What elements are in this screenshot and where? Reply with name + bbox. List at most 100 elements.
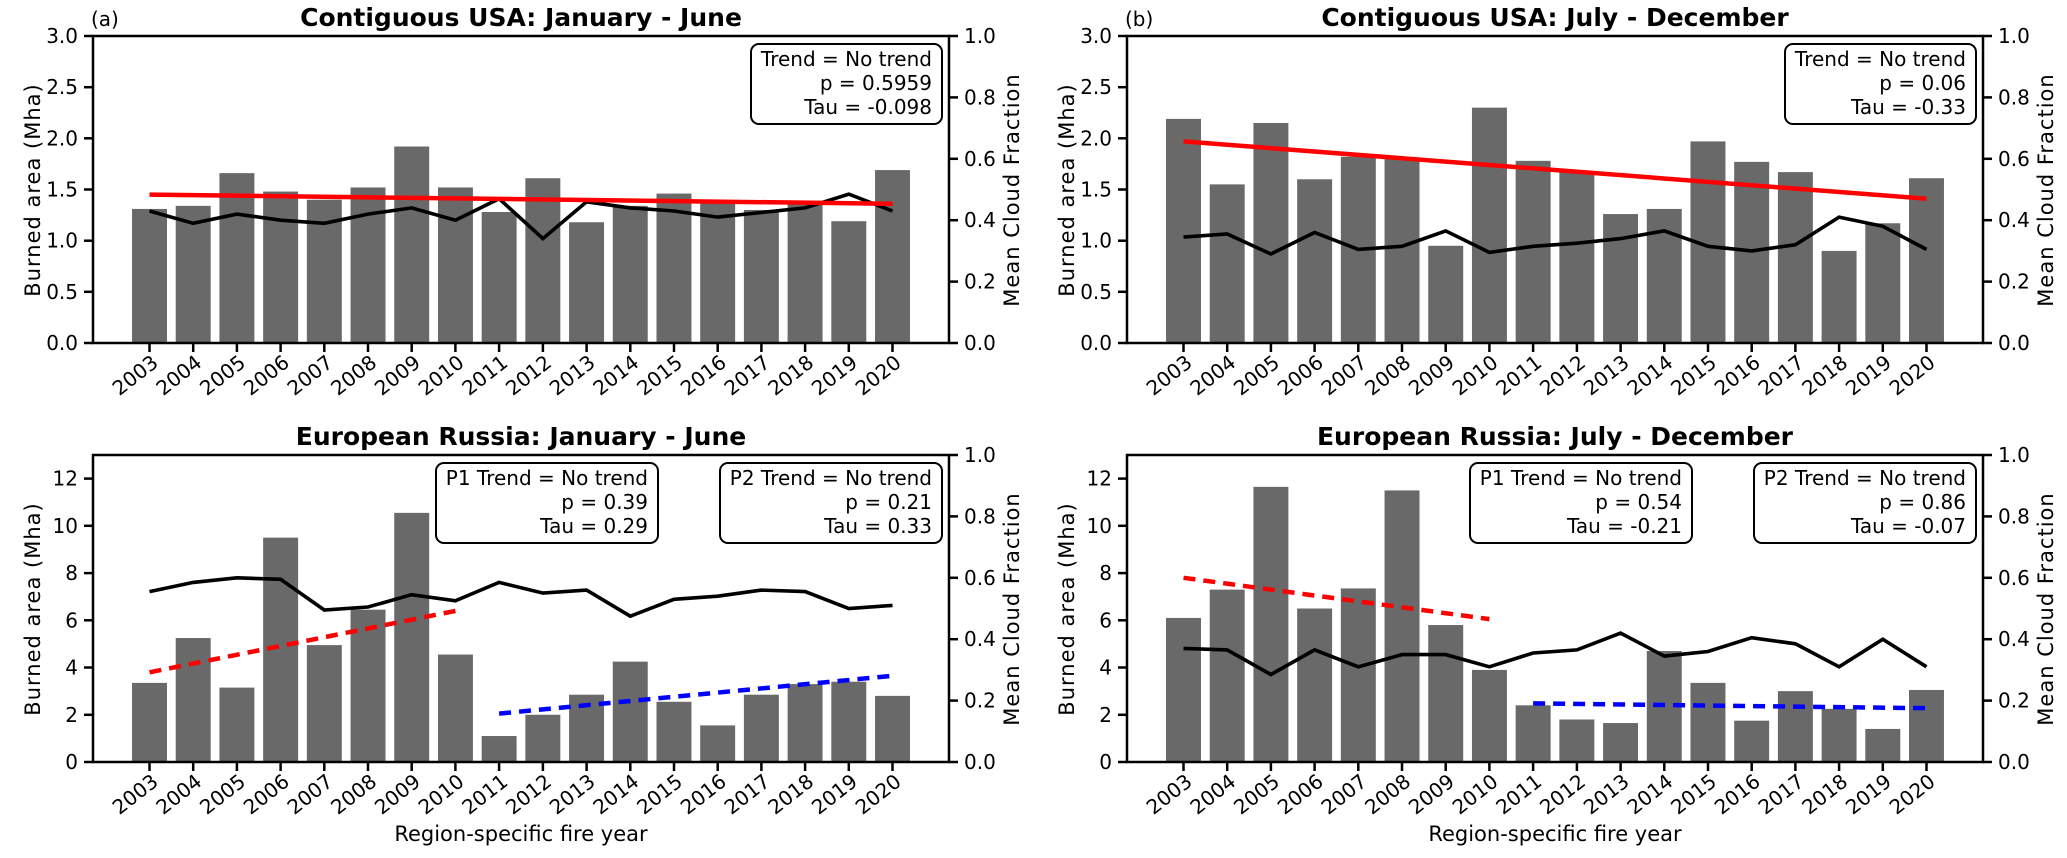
stat-line-p: p = 0.54 bbox=[1595, 490, 1682, 514]
bar-2003 bbox=[1166, 617, 1201, 762]
x-tick-label: 2018 bbox=[763, 350, 818, 400]
x-axis-label: Region-specific fire year bbox=[394, 822, 648, 846]
bar-2018 bbox=[1821, 250, 1857, 343]
stat-line-trend: Trend = No trend bbox=[760, 47, 932, 71]
x-tick-label-group: 2007 bbox=[1317, 769, 1372, 819]
y-tick-label-left: 1.5 bbox=[1080, 178, 1112, 202]
y-tick-label-left: 0.5 bbox=[1080, 280, 1112, 304]
x-tick-label: 2019 bbox=[1841, 769, 1896, 819]
y-tick-label-left: 8 bbox=[1099, 561, 1112, 585]
p2-trend-line bbox=[498, 673, 893, 716]
panel-usa-jul-dec: (b) Contiguous USA: July - December Burn… bbox=[1055, 3, 2058, 400]
x-tick-label: 2012 bbox=[501, 769, 556, 819]
x-tick-label-group: 2015 bbox=[632, 350, 687, 400]
x-tick-label: 2010 bbox=[414, 769, 469, 819]
x-tick-label: 2003 bbox=[108, 350, 163, 400]
stat-line-tau: Tau = -0.21 bbox=[1566, 514, 1682, 538]
bar-2009 bbox=[394, 512, 430, 762]
y-tick-label-left: 2.0 bbox=[1080, 126, 1112, 150]
p2-trend-stats-box: P2 Trend = No trend p = 0.21 Tau = 0.33 bbox=[718, 462, 943, 544]
bar-2007 bbox=[306, 645, 342, 762]
bar-2017 bbox=[743, 694, 779, 762]
x-tick-label-group: 2007 bbox=[1317, 350, 1372, 400]
x-tick-label-group: 2008 bbox=[1360, 769, 1415, 819]
y-tick-label-right: 0.6 bbox=[1998, 566, 2030, 590]
x-tick-label: 2013 bbox=[545, 769, 600, 819]
cloud-fraction-line bbox=[149, 192, 894, 241]
y-tick-label-left: 6 bbox=[65, 608, 78, 632]
x-tick-label: 2011 bbox=[1491, 769, 1546, 819]
y-tick-label-right: 0.8 bbox=[964, 85, 996, 109]
stat-line-trend: P2 Trend = No trend bbox=[1763, 466, 1966, 490]
x-tick-label-group: 2005 bbox=[195, 350, 250, 400]
x-tick-label-group: 2012 bbox=[501, 769, 556, 819]
y-tick-label-left: 12 bbox=[1087, 467, 1112, 491]
x-tick-label: 2011 bbox=[457, 769, 512, 819]
y-tick-label-left: 1.0 bbox=[46, 229, 78, 253]
x-tick-label: 2004 bbox=[151, 769, 206, 819]
x-tick-label-group: 2004 bbox=[151, 350, 206, 400]
x-tick-label: 2016 bbox=[676, 769, 731, 819]
bar-2006 bbox=[1297, 179, 1333, 343]
chart-title: European Russia: July - December bbox=[1316, 422, 1793, 451]
y-axis-label-left: Burned area (Mha) bbox=[1055, 82, 1079, 297]
stat-line-tau: Tau = 0.29 bbox=[540, 514, 648, 538]
x-tick-label: 2010 bbox=[414, 350, 469, 400]
y-tick-label-left: 1.0 bbox=[1080, 229, 1112, 253]
y-tick-label-right: 0.0 bbox=[964, 331, 996, 355]
y-tick-label-right: 1.0 bbox=[964, 443, 996, 467]
bar-2009 bbox=[394, 146, 430, 343]
y-axis-label-left: Burned area (Mha) bbox=[1055, 501, 1079, 716]
x-tick-label-group: 2006 bbox=[239, 769, 294, 819]
p1-trend-stats-box: P1 Trend = No trend p = 0.54 Tau = -0.21 bbox=[1468, 462, 1693, 544]
x-tick-label-group: 2016 bbox=[1710, 350, 1765, 400]
x-tick-label: 2003 bbox=[1142, 350, 1197, 400]
y-tick-label-right: 1.0 bbox=[1998, 443, 2030, 467]
x-tick-label-group: 2015 bbox=[632, 769, 687, 819]
x-tick-label-group: 2004 bbox=[1185, 769, 1240, 819]
bar-2003 bbox=[132, 208, 167, 343]
bar-2015 bbox=[1690, 682, 1726, 762]
y-tick-label-left: 2.5 bbox=[1080, 75, 1112, 99]
panel-letter-a: (a) bbox=[91, 7, 119, 31]
x-tick-label: 2009 bbox=[1404, 769, 1459, 819]
y-tick-label-left: 3.0 bbox=[1080, 24, 1112, 48]
x-tick-label: 2007 bbox=[283, 350, 338, 400]
x-tick-label-group: 2008 bbox=[326, 769, 381, 819]
x-tick-label: 2003 bbox=[1142, 769, 1197, 819]
x-tick-label-group: 2014 bbox=[588, 350, 643, 400]
x-tick-label-group: 2008 bbox=[326, 350, 381, 400]
x-tick-label-group: 2006 bbox=[239, 350, 294, 400]
x-tick-label: 2005 bbox=[1229, 350, 1284, 400]
y-axis-label-right: Mean Cloud Fraction bbox=[2034, 72, 2058, 307]
stat-line-trend: Trend = No trend bbox=[1794, 47, 1966, 71]
x-tick-label: 2009 bbox=[1404, 350, 1459, 400]
stat-line-trend: P2 Trend = No trend bbox=[729, 466, 932, 490]
x-tick-label-group: 2020 bbox=[851, 350, 906, 400]
bar-2017 bbox=[1777, 691, 1813, 762]
x-tick-label: 2006 bbox=[1273, 350, 1328, 400]
x-tick-label-group: 2019 bbox=[1841, 350, 1896, 400]
x-axis-label: Region-specific fire year bbox=[1428, 822, 1682, 846]
y-tick-label-right: 0.8 bbox=[964, 504, 996, 528]
y-tick-label-right: 0.2 bbox=[1998, 689, 2030, 713]
chart-title: European Russia: January - June bbox=[295, 422, 747, 451]
y-tick-label-right: 0.0 bbox=[964, 750, 996, 774]
x-tick-label-group: 2010 bbox=[1448, 350, 1503, 400]
y-tick-label-left: 2 bbox=[65, 703, 78, 727]
y-tick-label-left: 4 bbox=[65, 656, 78, 680]
x-tick-label-group: 2010 bbox=[414, 350, 469, 400]
bar-2007 bbox=[1340, 588, 1376, 762]
bar-2012 bbox=[1559, 719, 1595, 762]
p1-trend-stats-box: P1 Trend = No trend p = 0.39 Tau = 0.29 bbox=[434, 462, 659, 544]
x-tick-label: 2017 bbox=[1754, 769, 1809, 819]
y-tick-label-left: 2.5 bbox=[46, 75, 78, 99]
stat-line-tau: Tau = -0.07 bbox=[1850, 514, 1966, 538]
bar-2014 bbox=[612, 661, 648, 762]
stat-line-tau: Tau = -0.098 bbox=[804, 95, 932, 119]
bar-2019 bbox=[1865, 223, 1901, 343]
bar-2019 bbox=[831, 681, 867, 762]
x-tick-label: 2009 bbox=[370, 350, 425, 400]
x-tick-label-group: 2017 bbox=[720, 769, 775, 819]
